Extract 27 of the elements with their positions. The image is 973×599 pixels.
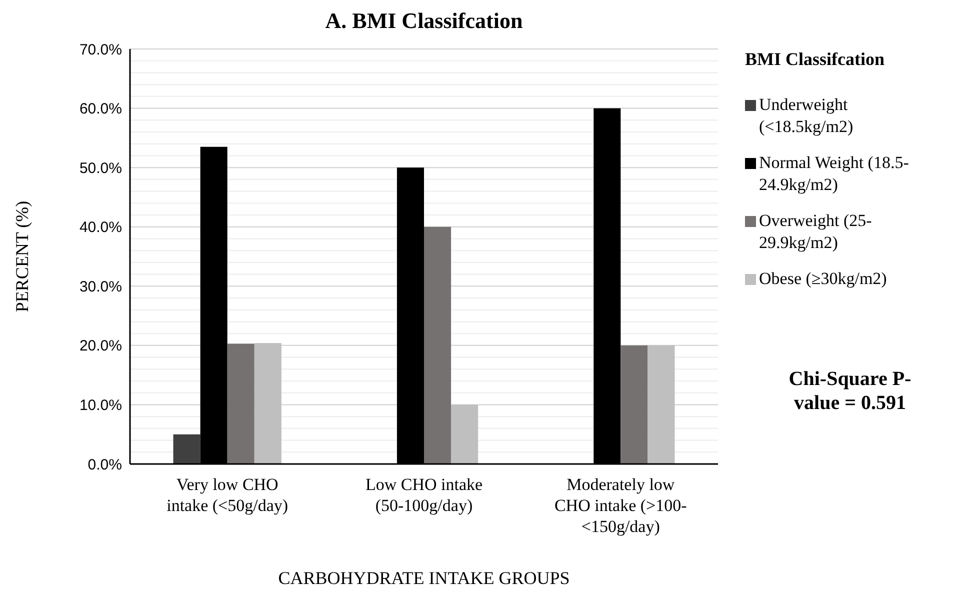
bar <box>173 434 200 464</box>
bar <box>227 344 254 464</box>
bar <box>648 345 675 464</box>
y-tick-label: 70.0% <box>79 41 122 58</box>
text: Chi-Square P-value = 0.591 <box>788 368 912 414</box>
x-tick-label: Very low CHO intake (<50g/day) <box>166 475 288 515</box>
y-tick-label: 50.0% <box>79 160 122 177</box>
y-tick-label: 20.0% <box>79 338 122 355</box>
y-tick-label: 60.0% <box>79 100 122 118</box>
y-tick-label: 30.0% <box>79 278 122 296</box>
legend-label: Normal Weight (18.5-24.9kg/m2) <box>759 153 910 194</box>
legend-label: Underweight (<18.5kg/m2) <box>759 95 854 136</box>
x-axis-title: CARBOHYDRATE INTAKE GROUPS <box>278 568 570 588</box>
y-tick-label: 10.0% <box>79 396 122 414</box>
bar <box>620 345 648 464</box>
y-tick-label: 0.0% <box>88 456 122 474</box>
legend-label: Obese (≥30kg/m2) <box>759 269 887 288</box>
y-tick-label: 40.0% <box>79 219 122 236</box>
x-tick-label: Moderately low CHO intake (>100-<150g/day) <box>554 475 688 536</box>
x-tick-label: Low CHO intake (50-100g/day) <box>365 475 483 515</box>
y-axis-title: PERCENT (%) <box>12 200 32 312</box>
legend-label: Overweight (25-29.9kg/m2) <box>759 211 872 252</box>
bar <box>254 343 282 464</box>
legend-title: BMI Classifcation <box>745 49 884 69</box>
bar <box>424 226 452 464</box>
bar <box>451 404 478 464</box>
chart-title: A. BMI Classifcation <box>325 8 523 33</box>
